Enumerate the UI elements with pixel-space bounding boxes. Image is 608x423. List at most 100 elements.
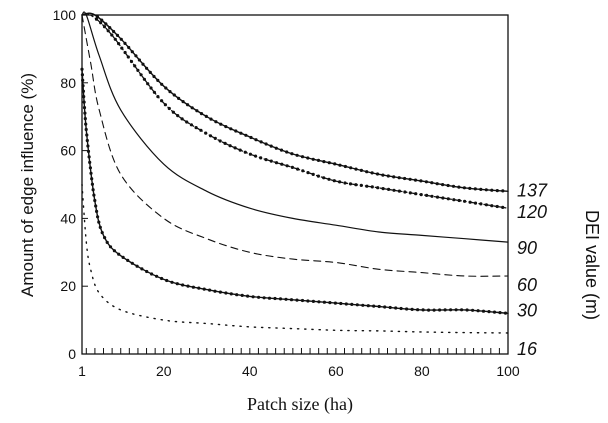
- series-marker: [92, 193, 96, 197]
- series-marker: [82, 106, 87, 110]
- series-marker: [301, 169, 305, 173]
- series-marker: [399, 306, 403, 311]
- series-marker: [81, 78, 85, 82]
- series-marker: [235, 293, 239, 297]
- series-marker: [306, 171, 310, 175]
- series-marker: [473, 187, 477, 191]
- series-marker: [197, 286, 201, 290]
- series-marker: [150, 272, 154, 276]
- series-marker: [290, 165, 294, 169]
- series-marker: [327, 161, 331, 165]
- series-marker: [84, 122, 88, 126]
- series-marker: [344, 302, 348, 306]
- series-marker: [487, 310, 491, 314]
- series-marker: [83, 111, 87, 115]
- series-marker: [246, 294, 250, 298]
- series-marker: [103, 236, 107, 240]
- series-marker: [168, 90, 172, 94]
- series-marker: [170, 280, 174, 284]
- series-marker: [338, 180, 342, 184]
- series-marker: [410, 307, 414, 311]
- series-marker: [120, 46, 124, 50]
- series-marker: [365, 184, 369, 188]
- series-marker: [264, 158, 268, 162]
- series-marker: [454, 308, 458, 312]
- series-marker: [322, 300, 326, 304]
- series-marker: [414, 192, 418, 196]
- series-marker: [306, 299, 310, 303]
- series-marker: [457, 198, 461, 203]
- series-marker: [105, 240, 109, 244]
- x-tick-label: 100: [496, 363, 520, 379]
- series-marker: [139, 73, 143, 77]
- series-marker: [146, 82, 150, 86]
- series-marker: [359, 183, 363, 187]
- series-marker: [177, 96, 181, 100]
- series-marker: [289, 298, 294, 302]
- series-marker: [311, 157, 315, 161]
- series-marker: [140, 267, 144, 271]
- series-marker: [115, 33, 120, 38]
- series-marker: [262, 296, 266, 300]
- series-marker: [86, 144, 90, 148]
- series-marker: [285, 164, 289, 168]
- series-marker: [204, 131, 208, 135]
- series-marker: [123, 41, 127, 46]
- series-marker: [300, 298, 305, 303]
- series-marker: [361, 303, 365, 307]
- series-marker: [430, 181, 434, 185]
- series-marker: [332, 179, 336, 183]
- series-marker: [81, 84, 85, 88]
- series-marker: [164, 86, 168, 90]
- series-marker: [348, 182, 353, 186]
- series-marker: [481, 309, 486, 313]
- series-marker: [121, 255, 125, 259]
- series-marker: [343, 181, 347, 185]
- series-marker: [163, 103, 167, 107]
- series-marker: [172, 93, 176, 97]
- series-marker: [381, 173, 385, 177]
- series-marker: [269, 159, 273, 163]
- series-marker: [97, 220, 101, 224]
- series-marker: [180, 117, 184, 121]
- series-marker: [501, 189, 505, 193]
- x-tick-label: 1: [78, 363, 86, 379]
- series-marker: [484, 203, 488, 207]
- series-marker: [264, 142, 268, 146]
- series-marker: [394, 306, 398, 310]
- series-marker: [202, 287, 206, 291]
- series-marker: [311, 172, 315, 176]
- series-marker: [403, 176, 407, 181]
- series-marker: [186, 284, 190, 288]
- series-marker: [316, 158, 321, 162]
- series-marker: [100, 231, 104, 235]
- series-marker: [117, 42, 121, 46]
- y-tick-label: 0: [68, 346, 76, 362]
- series-marker: [397, 176, 401, 180]
- series-marker: [408, 177, 412, 181]
- series-marker: [354, 167, 358, 171]
- series-marker: [333, 301, 337, 305]
- series-marker: [218, 139, 222, 143]
- series-marker: [397, 189, 401, 193]
- series-marker: [441, 183, 445, 187]
- series-marker: [278, 297, 283, 301]
- series-marker: [370, 185, 374, 189]
- series-marker: [148, 70, 152, 74]
- series-marker: [229, 292, 233, 296]
- series-marker: [186, 103, 190, 107]
- series-marker: [104, 22, 108, 26]
- series-marker: [388, 305, 392, 310]
- series-marker: [408, 191, 412, 195]
- series-marker: [130, 50, 134, 54]
- series-marker: [424, 180, 428, 184]
- series-marker: [383, 305, 387, 309]
- series-marker: [89, 171, 93, 175]
- series-marker: [435, 195, 440, 199]
- series-marker: [110, 33, 114, 37]
- series-marker: [306, 156, 310, 160]
- series-marker: [498, 311, 502, 315]
- series-marker: [435, 182, 439, 186]
- series-marker: [176, 114, 180, 118]
